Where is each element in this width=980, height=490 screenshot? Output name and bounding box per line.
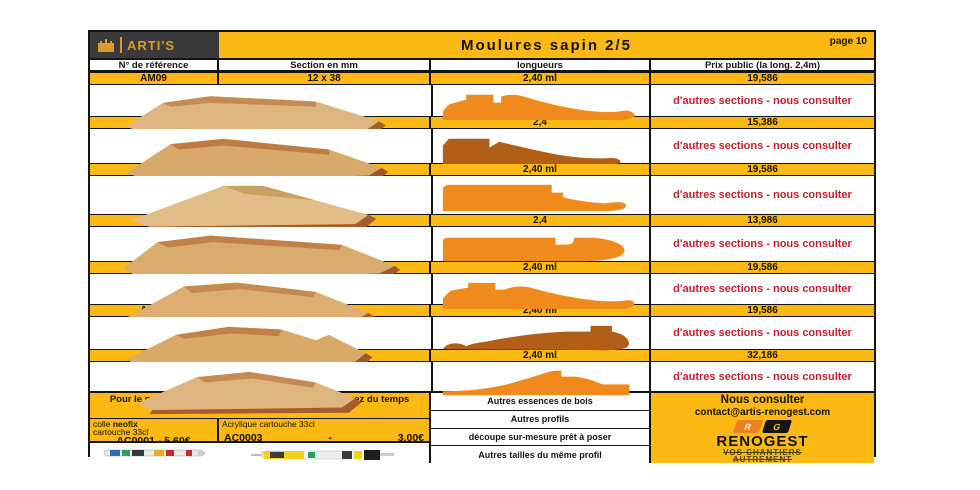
price-value: 15,386 — [747, 117, 778, 128]
profile-shape — [442, 184, 627, 212]
acrylic-cartridge-photo — [251, 450, 394, 460]
note-text: d'autres sections - nous consulter — [673, 94, 852, 107]
column-header-price: Prix public (la long. 2,4m) — [651, 60, 874, 70]
contact-email[interactable]: contact@artis-renogest.com — [694, 407, 831, 418]
glue-cell: colle neofix cartouche 33cl AC0001 - 5,6… — [90, 419, 219, 441]
renogest-tagline-2: AUTREMENT — [732, 455, 793, 464]
contact-block: Nous consulter contact@artis-renogest.co… — [651, 393, 874, 464]
title-band: Moulures sapin 2/5 page 10 — [219, 32, 874, 58]
table-header-row: N° de référence Section en mm longueurs … — [90, 58, 874, 72]
glue-word: colle — [93, 419, 111, 429]
acrylic-cell: Acrylique cartouche 33cl AC0003 - 3,00€ — [219, 419, 429, 441]
length-value: 2,4 — [431, 215, 651, 226]
renogest-wordmark: RENOGEST — [716, 433, 809, 450]
glue-brand: neofix — [112, 419, 138, 429]
column-divider — [649, 227, 651, 261]
logo-divider — [120, 37, 122, 53]
product-detail-row: d'autres sections - nous consulter — [90, 129, 874, 184]
product-detail-row: d'autres sections - nous consulter — [90, 362, 874, 415]
column-divider — [431, 176, 433, 214]
note-text: d'autres sections - nous consulter — [673, 283, 852, 295]
glue-code: AC0001 - 5,60€ — [116, 435, 191, 441]
logo-letter-r: R — [732, 420, 764, 433]
price-value: 19,586 — [747, 73, 778, 84]
page-number: page 10 — [829, 36, 867, 47]
column-divider — [431, 129, 433, 163]
note-text: d'autres sections - nous consulter — [673, 140, 852, 152]
product-photos-area — [90, 443, 429, 463]
column-divider — [431, 274, 433, 304]
product-detail-row: d'autres sections - nous consulter — [90, 227, 874, 282]
profile-shape — [442, 325, 630, 351]
column-divider — [649, 317, 651, 349]
column-divider — [431, 362, 433, 391]
length-value: 2,40 ml — [431, 164, 651, 175]
brand-name: ARTI'S — [127, 37, 176, 53]
acrylic-price: 3,00€ — [397, 432, 424, 441]
price-value: 19,586 — [747, 305, 778, 316]
options-block: Autres essences de bois Autres profils d… — [431, 393, 651, 463]
artis-logo: ARTI'S — [90, 32, 219, 58]
profile-shape — [442, 370, 630, 396]
column-header-section: Section en mm — [219, 60, 431, 70]
price-value: 13,986 — [747, 215, 778, 226]
option-item: Autres tailles du même profil — [431, 446, 649, 463]
acrylic-dash: - — [328, 432, 332, 441]
contact-title: Nous consulter — [720, 394, 805, 406]
ref-value: AM09 — [90, 73, 219, 84]
column-divider — [649, 176, 651, 214]
catalog-sheet: ARTI'S Moulures sapin 2/5 page 10 N° de … — [88, 30, 876, 464]
length-value: 2,40 ml — [431, 73, 651, 84]
header-band: ARTI'S Moulures sapin 2/5 page 10 — [90, 32, 874, 58]
profile-shape — [442, 138, 621, 165]
option-item: découpe sur-mesure prêt à poser — [431, 428, 649, 447]
building-icon — [98, 39, 114, 52]
column-divider — [649, 85, 651, 116]
glue-cartridge-photo — [103, 449, 205, 457]
profile-shape — [442, 237, 625, 262]
profile-shape — [442, 94, 635, 121]
logo-letter-g: G — [761, 420, 793, 433]
option-item: Autres essences de bois — [431, 393, 649, 411]
column-divider — [431, 85, 433, 116]
molding-photo — [136, 371, 362, 415]
renogest-logo-icon: R G — [732, 420, 793, 433]
profile-shape — [442, 282, 635, 310]
column-divider — [431, 227, 433, 261]
acrylic-code: AC0003 — [224, 432, 263, 441]
column-header-length: longueurs — [431, 60, 651, 70]
column-divider — [649, 129, 651, 163]
option-item: Autres profils — [431, 410, 649, 429]
length-value: 2,40 ml — [431, 350, 651, 361]
section-value: 12 x 38 — [219, 73, 431, 84]
price-value: 19,586 — [747, 164, 778, 175]
column-divider — [649, 362, 651, 391]
column-header-reference: N° de référence — [90, 60, 219, 70]
product-detail-row: d'autres sections - nous consulter — [90, 176, 874, 231]
column-divider — [649, 274, 651, 304]
table-row: AM09 12 x 38 2,40 ml 19,586 — [90, 72, 874, 85]
column-divider — [431, 317, 433, 349]
note-text: d'autres sections - nous consulter — [673, 238, 852, 250]
length-value: 2,4 — [431, 117, 651, 128]
length-value: 2,40 ml — [431, 262, 651, 273]
renogest-tagline-1: VOS CHANTIERS — [723, 448, 802, 457]
page-title: Moulures sapin 2/5 — [460, 36, 633, 54]
acrylic-label: Acrylique cartouche 33cl — [222, 419, 315, 429]
price-value: 19,586 — [747, 262, 778, 273]
glue-size: cartouche 33cl — [93, 427, 149, 437]
product-detail-row: d'autres sections - nous consulter — [90, 317, 874, 371]
note-text: d'autres sections - nous consulter — [673, 189, 852, 201]
product-detail-row: d'autres sections - nous consulter — [90, 274, 874, 329]
note-text: d'autres sections - nous consulter — [673, 327, 852, 339]
length-value: 2,40 ml — [431, 305, 651, 316]
price-value: 32,186 — [747, 350, 778, 361]
molding-photo — [131, 185, 377, 231]
note-text: d'autres sections - nous consulter — [673, 370, 852, 383]
product-detail-row: d'autres sections - nous consulter — [90, 85, 874, 139]
